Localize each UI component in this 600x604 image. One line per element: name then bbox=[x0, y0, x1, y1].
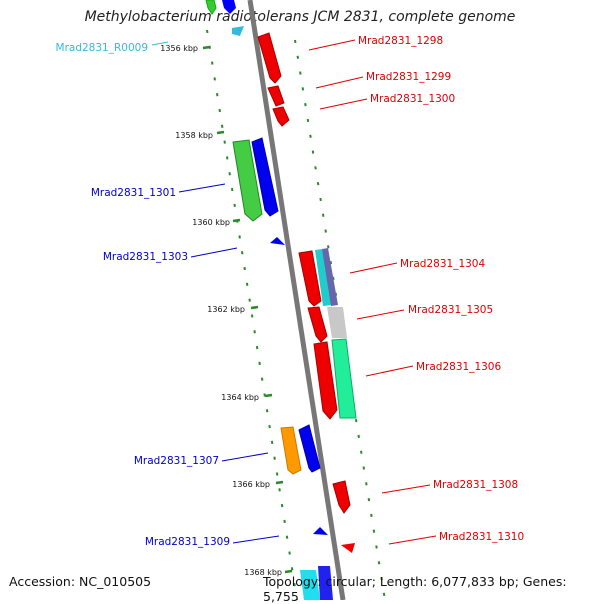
gene-feature-bottom-blue bbox=[318, 566, 333, 600]
kbp-label: 1360 kbp bbox=[192, 218, 230, 227]
leader-R0009 bbox=[151, 41, 169, 46]
leader-1298 bbox=[308, 39, 356, 51]
leader-1306 bbox=[365, 365, 414, 377]
gene-feature-1304-red bbox=[298, 250, 322, 307]
gene-label-1304[interactable]: Mrad2831_1304 bbox=[400, 258, 485, 270]
gene-feature-1306-green bbox=[331, 338, 357, 419]
gene-feature-top-green bbox=[205, 0, 217, 15]
gene-label-1301[interactable]: Mrad2831_1301 bbox=[91, 187, 176, 199]
gene-feature-1298 bbox=[257, 32, 282, 84]
gene-feature-1304-cyan bbox=[315, 249, 332, 306]
gene-feature-1304-purple bbox=[322, 248, 338, 306]
gene-feature-1309 bbox=[313, 527, 328, 535]
leader-1309 bbox=[232, 535, 280, 544]
gene-label-1299[interactable]: Mrad2831_1299 bbox=[366, 71, 451, 83]
kbp-label: 1366 kbp bbox=[232, 480, 270, 489]
gene-feature-top-blue bbox=[222, 0, 236, 14]
right-track-features bbox=[257, 32, 357, 553]
kbp-label: 1364 kbp bbox=[221, 393, 259, 402]
leader-1300 bbox=[319, 98, 368, 110]
kbp-label: 1362 kbp bbox=[207, 305, 245, 314]
gene-label-1306[interactable]: Mrad2831_1306 bbox=[416, 361, 501, 373]
gene-feature-1305-red bbox=[307, 306, 328, 343]
gene-feature-1308 bbox=[332, 480, 351, 514]
gene-label-1303[interactable]: Mrad2831_1303 bbox=[103, 251, 188, 263]
leader-1303 bbox=[190, 247, 238, 258]
inner-tick-track bbox=[206, 29, 298, 600]
gene-feature-1301-green bbox=[232, 139, 263, 222]
gene-feature-1305-grey bbox=[327, 307, 347, 338]
gene-label-1305[interactable]: Mrad2831_1305 bbox=[408, 304, 493, 316]
label-leaders bbox=[151, 39, 437, 545]
kbp-ticks bbox=[202, 45, 293, 574]
kbp-label: 1356 kbp bbox=[160, 44, 198, 53]
gene-label-1298[interactable]: Mrad2831_1298 bbox=[358, 35, 443, 47]
accession-text: Accession: NC_010505 bbox=[9, 574, 152, 589]
genome-title: Methylobacterium radiotolerans JCM 2831,… bbox=[84, 9, 516, 25]
gene-feature-1303 bbox=[270, 237, 285, 245]
gene-label-1308[interactable]: Mrad2831_1308 bbox=[433, 479, 518, 491]
leader-1307 bbox=[221, 452, 269, 462]
leader-1308 bbox=[381, 484, 431, 494]
leader-1310 bbox=[388, 535, 437, 545]
kbp-label: 1358 kbp bbox=[175, 131, 213, 140]
gene-labels: Mrad2831_R0009 Mrad2831_1298 Mrad2831_12… bbox=[56, 35, 525, 548]
genome-backbone bbox=[247, 0, 346, 600]
kbp-label: 1368 kbp bbox=[244, 568, 282, 577]
gene-feature-1300 bbox=[272, 106, 290, 127]
gene-feature-R0009 bbox=[232, 26, 244, 36]
leader-1305 bbox=[356, 309, 405, 320]
gene-label-1307[interactable]: Mrad2831_1307 bbox=[134, 455, 219, 467]
gene-feature-1307-blue bbox=[298, 424, 321, 473]
gene-feature-1310 bbox=[341, 543, 355, 553]
gene-label-1309[interactable]: Mrad2831_1309 bbox=[145, 536, 230, 548]
leader-1299 bbox=[315, 76, 364, 89]
left-track-features bbox=[205, 0, 333, 600]
gene-label-R0009[interactable]: Mrad2831_R0009 bbox=[56, 42, 148, 54]
gene-feature-1299 bbox=[267, 85, 285, 107]
gene-feature-1307-orange bbox=[280, 426, 302, 475]
leader-1301 bbox=[178, 183, 226, 193]
gene-feature-1306-red bbox=[313, 341, 338, 420]
leader-1304 bbox=[349, 262, 398, 274]
gene-label-1300[interactable]: Mrad2831_1300 bbox=[370, 93, 455, 105]
gene-feature-1301-blue bbox=[251, 137, 279, 217]
gene-feature-bottom-cyan bbox=[300, 570, 320, 600]
gene-label-1310[interactable]: Mrad2831_1310 bbox=[439, 531, 524, 543]
